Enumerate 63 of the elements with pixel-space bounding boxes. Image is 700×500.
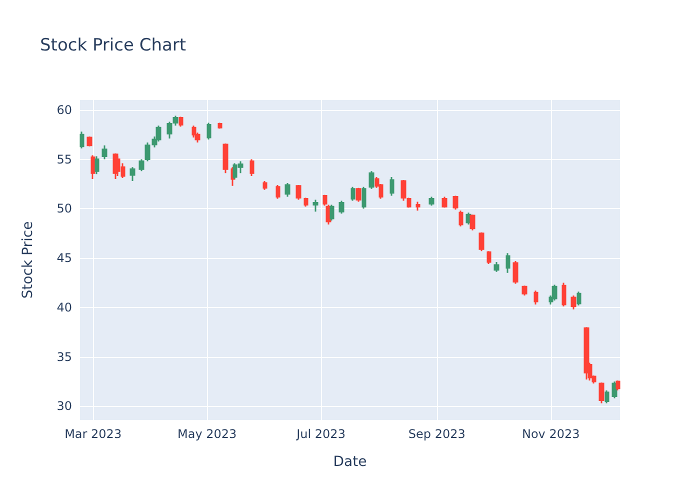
candlestick [296,184,302,201]
x-tick-label: Nov 2023 [522,427,580,441]
candlestick [576,290,582,306]
candlestick [616,380,620,392]
candlestick [304,197,308,208]
candlestick [130,166,136,182]
x-tick-label: Mar 2023 [64,427,122,441]
candlestick [452,195,458,210]
candlestick [206,122,212,140]
y-tick-label: 60 [56,102,72,117]
candlestick [534,290,538,306]
candlestick [102,144,108,160]
candlestick [350,186,356,202]
candlestick [312,199,318,212]
y-tick-label: 45 [56,251,72,266]
y-tick-label: 55 [56,152,72,166]
candlestick [94,156,100,175]
candlestick [284,182,290,198]
candlestick [522,284,528,296]
candlestick [604,390,610,404]
candlestick [494,261,500,273]
candlestick [86,136,92,148]
candlestick [192,124,196,138]
candlestick [442,196,448,208]
y-tick-label: 35 [56,350,72,364]
y-axis-title: Stock Price [20,221,36,299]
candlestick [428,196,434,206]
candlestick [356,187,362,202]
x-tick-label: Jul 2023 [296,427,346,441]
candlestick [90,154,96,180]
candlestick [178,116,184,128]
candlestick [390,176,394,197]
y-tick-label: 30 [56,399,72,414]
x-tick-label: Sep 2023 [408,427,466,441]
candlestick [470,214,476,232]
candlestick [458,210,464,228]
candlestick [612,380,618,400]
candlestick [330,204,334,222]
candlestick [506,252,510,274]
y-tick-label: 40 [56,300,72,314]
candlestick [138,158,144,172]
candlestick [218,122,222,130]
candlestick [362,186,366,210]
candlestick [416,200,420,212]
candlestick [512,260,518,284]
candlestick [552,284,558,302]
candlestick [222,142,228,174]
candlestick [570,294,576,310]
candlestick [486,250,492,265]
candlestick [598,382,604,404]
candlestick [262,180,268,191]
candlestick [562,282,566,308]
candlestick [338,200,344,214]
candlestick [80,130,84,150]
candlestick [584,326,590,380]
candlestick [250,158,254,177]
y-tick-label: 50 [56,202,72,216]
candlestick [276,184,280,200]
x-axis-title: Date [333,454,367,470]
candlestick [368,170,374,190]
x-tick-label: May 2023 [177,427,237,441]
candlestick [478,232,484,252]
chart-title: Stock Price Chart [40,36,186,56]
